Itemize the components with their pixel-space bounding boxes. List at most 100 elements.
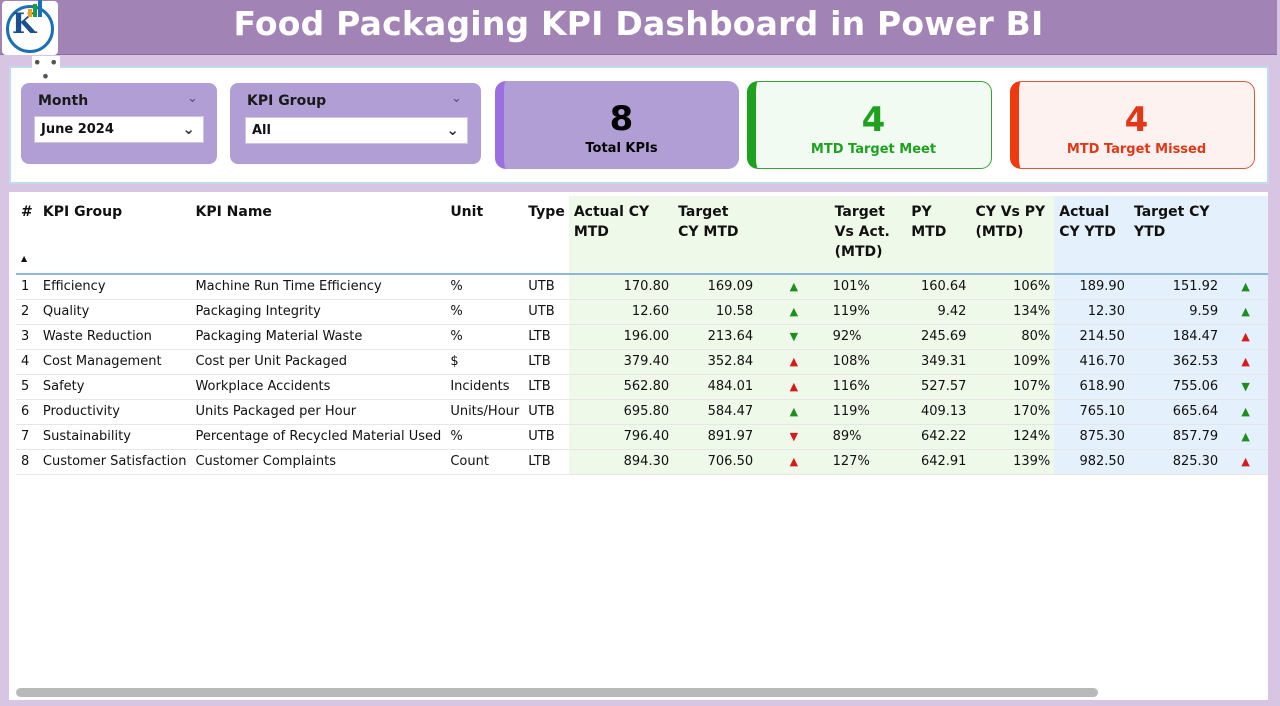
type-cell: UTB (523, 424, 569, 450)
ytd-status-icon: ▲ (1222, 299, 1268, 325)
type-cell: UTB (523, 399, 569, 425)
table-row[interactable]: 3 Waste Reduction Packaging Material Waste… (16, 324, 1268, 350)
column-header-kpi-name[interactable]: KPI Name (190, 196, 446, 275)
type-cell: UTB (523, 299, 569, 325)
kpi-group-cell: Waste Reduction (37, 324, 191, 350)
kpi-name-cell: Machine Run Time Efficiency (190, 274, 446, 300)
mtd-status-icon: ▲ (757, 274, 830, 300)
actual-cy-mtd-cell: 796.40 (568, 424, 674, 450)
month-dropdown-value: June 2024 (41, 122, 114, 137)
actual-cy-mtd-cell: 12.60 (568, 299, 674, 325)
target-vs-act-mtd-cell: 119% (829, 299, 907, 325)
column-header-type[interactable]: Type (523, 196, 569, 275)
actual-cy-ytd-cell: 189.90 (1054, 274, 1129, 300)
triangle-up-icon: ▲ (789, 280, 799, 294)
unit-cell: $ (445, 349, 524, 375)
chevron-down-icon: ⌄ (446, 121, 459, 139)
cy-vs-py-mtd-cell: 124% (970, 424, 1055, 450)
column-header-actual-cy-ytd[interactable]: Actual CY YTD (1054, 196, 1129, 275)
triangle-up-icon: ▲ (1241, 305, 1250, 318)
triangle-up-icon: ▲ (789, 455, 799, 468)
target-vs-act-mtd-cell: 119% (829, 399, 907, 425)
page-title: Food Packaging KPI Dashboard in Power BI (233, 4, 1044, 43)
triangle-up-icon: ▲ (789, 355, 799, 368)
actual-cy-ytd-cell: 875.30 (1054, 424, 1129, 450)
target-vs-act-mtd-cell: 116% (829, 374, 907, 400)
chevron-down-icon[interactable]: ⌄ (187, 91, 198, 106)
horizontal-scrollbar[interactable] (16, 688, 1098, 697)
column-header-kpi-group[interactable]: KPI Group (37, 196, 191, 275)
unit-cell: % (445, 274, 524, 300)
cy-vs-py-mtd-cell: 80% (970, 324, 1055, 350)
chevron-down-icon[interactable]: ⌄ (451, 91, 462, 106)
actual-cy-ytd-cell: 12.30 (1054, 299, 1129, 325)
mtd-status-icon: ▲ (757, 449, 830, 475)
column-header-ytd-indicator[interactable] (1222, 196, 1268, 275)
column-header-cy-vs-py-mtd[interactable]: CY Vs PY (MTD) (970, 196, 1055, 275)
cy-vs-py-mtd-cell: 107% (970, 374, 1055, 400)
triangle-up-icon: ▲ (1241, 405, 1250, 418)
column-header-unit[interactable]: Unit (445, 196, 524, 275)
target-cy-mtd-cell: 484.01 (673, 374, 758, 400)
target-cy-ytd-cell: 184.47 (1128, 324, 1223, 350)
ytd-status-icon: ▼ (1222, 374, 1268, 400)
row-index: 2 (16, 299, 38, 325)
kpi-group-cell: Cost Management (37, 349, 191, 375)
mtd-status-icon: ▲ (757, 374, 830, 400)
actual-cy-ytd-cell: 765.10 (1054, 399, 1129, 425)
chevron-down-icon: ⌄ (182, 120, 195, 138)
table-row[interactable]: 5 Safety Workplace Accidents Incidents LTB 56… (16, 374, 1268, 400)
triangle-up-icon: ▲ (1241, 280, 1250, 294)
kpi-table-panel: # ▲ KPI Group KPI Name Unit Type Actual C… (9, 192, 1268, 700)
py-mtd-cell: 642.22 (906, 424, 971, 450)
month-slicer-label: Month (38, 93, 89, 109)
month-dropdown[interactable]: June 2024 ⌄ (34, 116, 204, 143)
column-header-mtd-indicator[interactable] (757, 196, 830, 275)
column-header-target-cy-ytd[interactable]: Target CY YTD (1128, 196, 1223, 275)
triangle-up-icon: ▲ (1241, 355, 1250, 368)
table-row[interactable]: 4 Cost Management Cost per Unit Packaged $ L… (16, 349, 1268, 375)
table-row[interactable]: 6 Productivity Units Packaged per Hour Unit… (16, 399, 1268, 425)
more-options-icon[interactable]: • • • (32, 53, 60, 86)
unit-cell: % (445, 299, 524, 325)
actual-cy-ytd-cell: 618.90 (1054, 374, 1129, 400)
column-header-target-cy-mtd[interactable]: Target CY MTD (673, 196, 758, 275)
ytd-status-icon: ▲ (1222, 274, 1268, 300)
type-cell: LTB (523, 449, 569, 475)
table-row[interactable]: 8 Customer Satisfaction Customer Complaint… (16, 449, 1268, 475)
mtd-status-icon: ▼ (757, 424, 830, 450)
triangle-down-icon: ▼ (789, 330, 799, 343)
kpi-group-slicer-label: KPI Group (247, 93, 327, 109)
cy-vs-py-mtd-cell: 106% (970, 274, 1055, 300)
column-header-py-mtd[interactable]: PY MTD (906, 196, 971, 275)
table-row[interactable]: 2 Quality Packaging Integrity% UTB 12.60 10.5… (16, 299, 1268, 325)
table-row[interactable]: 7 Sustainability Percentage of Recycled Ma… (16, 424, 1268, 450)
target-cy-ytd-cell: 825.30 (1128, 449, 1223, 475)
kpi-name-cell: Packaging Material Waste (190, 324, 446, 350)
mtd-status-icon: ▲ (757, 349, 830, 375)
column-header-target-vs-act-mtd[interactable]: Target Vs Act. (MTD) (829, 196, 907, 275)
cy-vs-py-mtd-cell: 134% (970, 299, 1055, 325)
unit-cell: % (445, 424, 524, 450)
kpi-name-cell: Customer Complaints (190, 449, 446, 475)
row-index: 4 (16, 349, 38, 375)
kpi-group-cell: Efficiency (37, 274, 191, 300)
column-header-index[interactable]: # ▲ (16, 196, 38, 275)
company-logo: K (2, 0, 58, 55)
py-mtd-cell: 160.64 (906, 274, 971, 300)
target-vs-act-mtd-cell: 89% (829, 424, 907, 450)
target-cy-ytd-cell: 857.79 (1128, 424, 1223, 450)
py-mtd-cell: 245.69 (906, 324, 971, 350)
row-index: 7 (16, 424, 38, 450)
target-cy-ytd-cell: 755.06 (1128, 374, 1223, 400)
table-row[interactable]: 1 Efficiency Machine Run Time Efficiency% U… (16, 274, 1268, 300)
actual-cy-mtd-cell: 695.80 (568, 399, 674, 425)
total-kpis-caption: Total KPIs (585, 141, 658, 156)
triangle-up-icon: ▲ (789, 305, 799, 318)
column-header-actual-cy-mtd[interactable]: Actual CY MTD (568, 196, 674, 275)
cy-vs-py-mtd-cell: 109% (970, 349, 1055, 375)
target-cy-mtd-cell: 706.50 (673, 449, 758, 475)
kpi-group-dropdown[interactable]: All ⌄ (245, 117, 468, 144)
target-cy-ytd-cell: 665.64 (1128, 399, 1223, 425)
mtd-target-meet-caption: MTD Target Meet (810, 142, 937, 157)
